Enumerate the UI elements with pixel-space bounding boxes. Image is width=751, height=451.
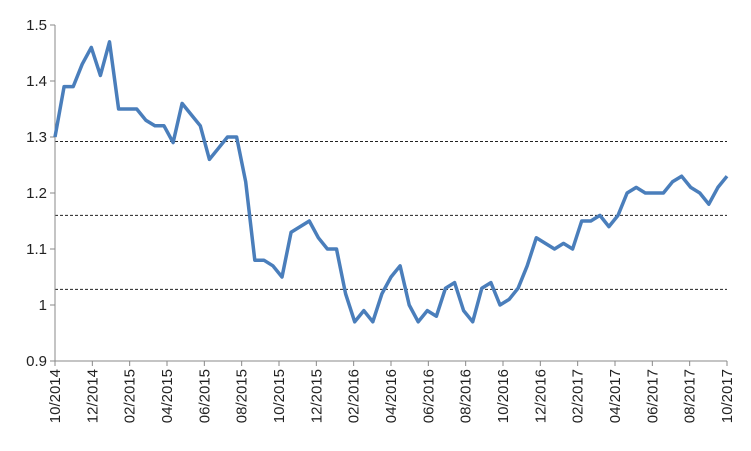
y-tick-label: 1.5: [26, 17, 47, 34]
y-tick-label: 1.3: [26, 129, 47, 146]
x-tick-label: 12/2015: [308, 369, 325, 423]
x-tick-label: 02/2017: [570, 369, 587, 423]
x-tick-label: 02/2016: [346, 369, 363, 423]
x-tick-label: 04/2015: [159, 369, 176, 423]
x-tick-label: 12/2016: [532, 369, 549, 423]
y-tick-label: 1: [39, 297, 47, 314]
x-tick-label: 10/2015: [271, 369, 288, 423]
y-tick-label: 1.1: [26, 241, 47, 258]
line-series: [53, 40, 729, 324]
x-tick-label: 04/2016: [383, 369, 400, 423]
x-tick-label: 08/2015: [234, 369, 251, 423]
x-tick-label: 08/2016: [458, 369, 475, 423]
x-tick-label: 10/2014: [47, 369, 64, 423]
y-tick-label: 0.9: [26, 353, 47, 370]
x-tick-label: 08/2017: [682, 369, 699, 423]
x-tick-label: 06/2017: [644, 369, 661, 423]
x-tick-label: 06/2016: [420, 369, 437, 423]
y-tick-label: 1.2: [26, 185, 47, 202]
y-tick-label: 1.4: [26, 73, 47, 90]
x-tick-label: 10/2017: [719, 369, 736, 423]
x-tick-label: 06/2015: [196, 369, 213, 423]
x-tick-label: 04/2017: [607, 369, 624, 423]
x-tick-label: 10/2016: [495, 369, 512, 423]
x-tick-label: 02/2015: [122, 369, 139, 423]
x-tick-label: 12/2014: [84, 369, 101, 423]
